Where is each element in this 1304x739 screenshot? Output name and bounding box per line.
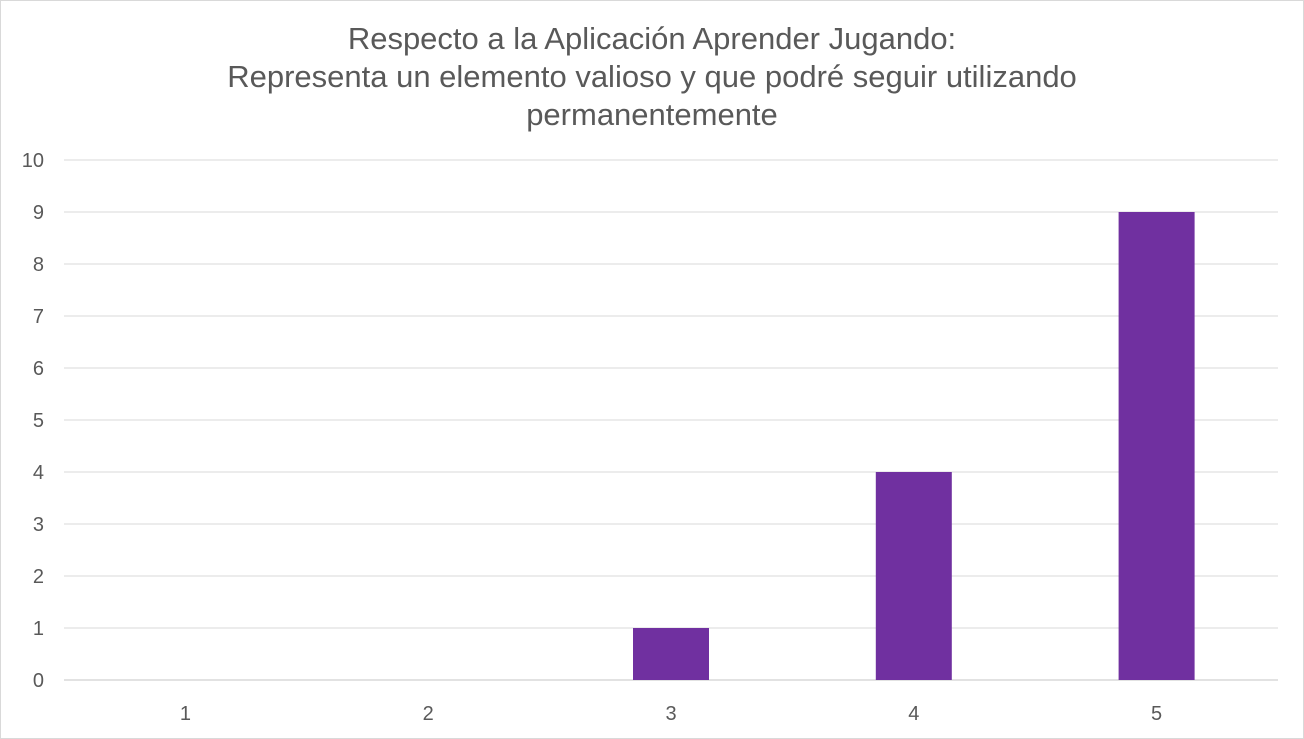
chart-title-line-2: Representa un elemento valioso y que pod…: [227, 59, 1077, 94]
chart-title-line-3: permanentemente: [526, 97, 778, 132]
x-tick-label-2: 2: [423, 703, 434, 725]
x-tick-label-3: 3: [665, 703, 676, 725]
y-tick-label-10: 10: [22, 150, 44, 172]
y-tick-label-9: 9: [33, 202, 44, 224]
y-tick-label-1: 1: [33, 618, 44, 640]
chart-title: Respecto a la Aplicación Aprender Jugand…: [0, 20, 1304, 134]
chart-title-line-1: Respecto a la Aplicación Aprender Jugand…: [347, 21, 957, 56]
bar-3: [633, 628, 709, 680]
y-tick-label-2: 2: [33, 566, 44, 588]
y-tick-label-7: 7: [33, 306, 44, 328]
bar-5: [1118, 212, 1195, 680]
x-tick-label-5: 5: [1151, 703, 1162, 725]
y-tick-label-6: 6: [33, 358, 44, 380]
y-tick-label-8: 8: [33, 254, 44, 276]
bar-4: [875, 472, 952, 680]
y-tick-label-3: 3: [33, 514, 44, 536]
y-tick-label-4: 4: [33, 462, 44, 484]
x-tick-label-4: 4: [908, 703, 919, 725]
y-tick-label-0: 0: [33, 670, 44, 692]
y-tick-label-5: 5: [33, 410, 44, 432]
x-tick-label-1: 1: [180, 703, 191, 725]
